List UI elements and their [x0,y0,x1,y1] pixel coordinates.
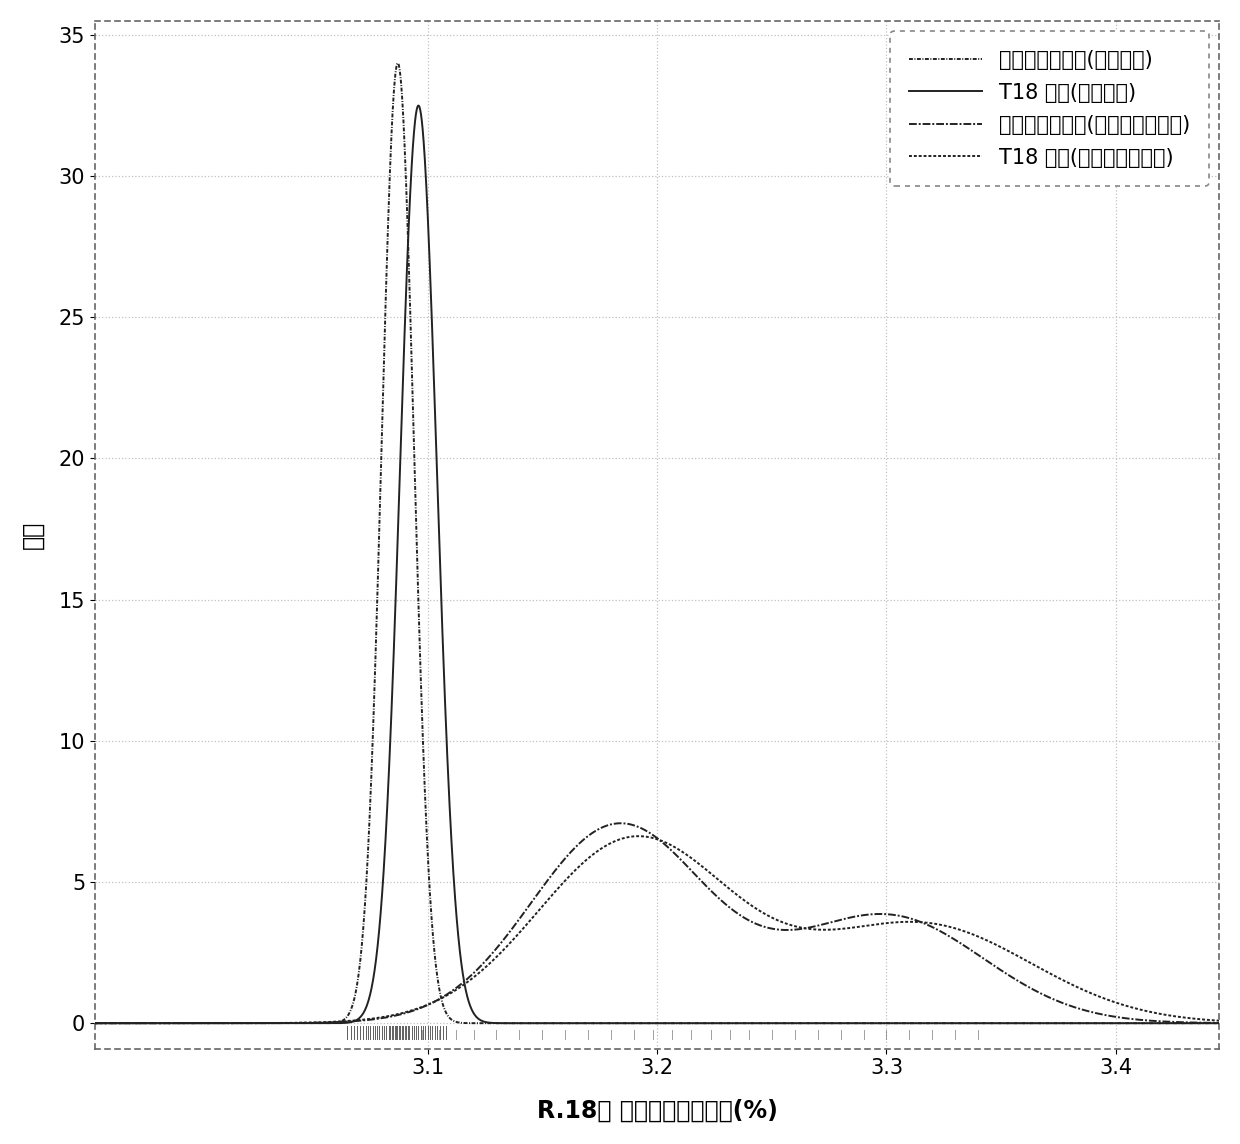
Line: T18 样品(未加权的): T18 样品(未加权的) [95,105,1219,1023]
未受影响的样品(片段大小加权的) [518,903,533,916]
未受影响的样品(未加权的) [1190,1016,1205,1030]
T18 样品(片段大小加权的) [631,829,646,843]
未受影响的样品(未加权的) [88,1016,103,1030]
未受影响的样品(片段大小加权的) [1069,1001,1084,1015]
未受影响的样品(未加权的) [391,56,405,70]
T18 样品(片段大小加权的) [1211,1014,1226,1027]
T18 样品(片段大小加权的) [283,1016,298,1030]
T18 样品(片段大小加权的) [216,1016,231,1030]
未受影响的样品(未加权的) [1211,1016,1226,1030]
T18 样品(未加权的) [410,98,425,112]
未受影响的样品(片段大小加权的) [88,1016,103,1030]
Line: 未受影响的样品(片段大小加权的): 未受影响的样品(片段大小加权的) [95,824,1219,1023]
未受影响的样品(未加权的) [568,1016,583,1030]
未受影响的样品(片段大小加权的) [283,1016,298,1030]
未受影响的样品(片段大小加权的) [613,817,627,831]
T18 样品(未加权的) [1120,1016,1135,1030]
T18 样品(未加权的) [520,1016,534,1030]
T18 样品(片段大小加权的) [518,919,533,932]
T18 样品(片段大小加权的) [568,864,583,877]
未受影响的样品(片段大小加权的) [1211,1016,1226,1030]
T18 样品(未加权的) [568,1016,583,1030]
未受影响的样品(未加权的) [283,1016,298,1030]
X-axis label: R.18， 未加权的和加权的(%): R.18， 未加权的和加权的(%) [537,1099,777,1123]
Y-axis label: 密度: 密度 [21,521,45,549]
未受影响的样品(未加权的) [1069,1016,1084,1030]
未受影响的样品(未加权的) [1011,1016,1025,1030]
T18 样品(片段大小加权的) [1190,1012,1205,1026]
Line: T18 样品(片段大小加权的): T18 样品(片段大小加权的) [95,836,1219,1023]
Legend: 未受影响的样品(未加权的), T18 样品(未加权的), 未受影响的样品(片段大小加权的), T18 样品(片段大小加权的): 未受影响的样品(未加权的), T18 样品(未加权的), 未受影响的样品(片段大… [890,31,1209,186]
未受影响的样品(片段大小加权的) [216,1016,231,1030]
未受影响的样品(片段大小加权的) [1190,1016,1205,1030]
未受影响的样品(未加权的) [216,1016,231,1030]
未受影响的样品(未加权的) [520,1016,534,1030]
T18 样品(未加权的) [1069,1016,1084,1030]
T18 样品(未加权的) [88,1016,103,1030]
T18 样品(未加权的) [1211,1016,1226,1030]
T18 样品(未加权的) [283,1016,298,1030]
未受影响的样品(片段大小加权的) [568,841,583,855]
T18 样品(片段大小加权的) [1069,979,1084,993]
T18 样品(片段大小加权的) [88,1016,103,1030]
T18 样品(未加权的) [216,1016,231,1030]
T18 样品(未加权的) [1190,1016,1205,1030]
Line: 未受影响的样品(未加权的): 未受影响的样品(未加权的) [95,63,1219,1023]
